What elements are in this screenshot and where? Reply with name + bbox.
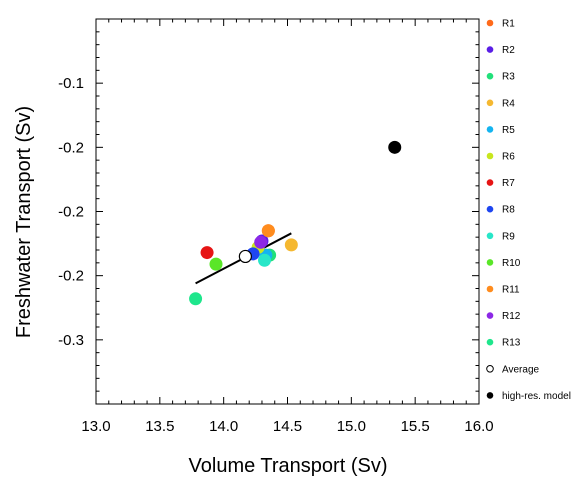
legend-marker-r13	[486, 338, 494, 346]
point-r7	[200, 246, 214, 260]
legend-label-r6: R6	[502, 152, 515, 163]
point-average	[238, 249, 252, 264]
legend-label-r11: R11	[502, 285, 520, 296]
legend-marker-r11	[486, 285, 494, 293]
point-high-res-model	[388, 140, 402, 154]
point-r12	[254, 235, 268, 249]
legend-marker-r12	[486, 312, 494, 319]
legend-marker-r7	[486, 179, 494, 186]
point-r13	[189, 292, 203, 306]
legend-marker-high-res-model	[486, 392, 494, 399]
legend-label-r13: R13	[502, 338, 521, 349]
point-r9	[258, 253, 272, 267]
legend: R1 R2 R3 R4 R5 R6 R7 R8 R9 R10 R11 R12 R13 Average hig…	[486, 19, 571, 402]
legend-marker-r10	[486, 259, 494, 266]
x-tick-label: 14.5	[273, 418, 302, 435]
y-tick-label: -0.2	[58, 139, 84, 156]
legend-label-r12: R12	[502, 311, 521, 322]
legend-marker-r6	[486, 152, 494, 160]
x-tick-label: 13.0	[81, 418, 110, 435]
x-axis-title: Volume Transport (Sv)	[189, 455, 388, 477]
legend-label-average: Average	[502, 364, 540, 375]
legend-label-r7: R7	[502, 178, 515, 189]
y-tick-label: -0.1	[58, 75, 84, 92]
y-tick-label: -0.2	[58, 268, 84, 285]
y-tick-label: -0.2	[58, 204, 84, 221]
chart-marks	[189, 140, 402, 306]
x-tick-label: 13.5	[145, 418, 174, 435]
legend-marker-r2	[486, 46, 494, 53]
legend-marker-r8	[486, 205, 494, 213]
legend-label-r9: R9	[502, 231, 515, 242]
legend-marker-r9	[486, 232, 494, 240]
legend-marker-r5	[486, 126, 494, 133]
axes: 13.0 13.5 14.0 14.5 15.0 15.5 16.0 -0.1 -0.2 -0.3…	[58, 18, 494, 435]
legend-label-r4: R4	[502, 98, 515, 109]
x-tick-label: 15.5	[401, 418, 430, 435]
legend-label-r3: R3	[502, 72, 515, 83]
x-tick-label: 16.0	[464, 418, 493, 435]
legend-label-r8: R8	[502, 205, 515, 216]
legend-marker-average	[486, 365, 494, 373]
legend-marker-r1	[486, 19, 494, 27]
point-r4	[284, 238, 298, 252]
legend-label-r5: R5	[502, 125, 515, 136]
legend-label-r2: R2	[502, 45, 515, 56]
legend-label-high-res-model: high-res. model	[502, 391, 571, 402]
legend-label-r1: R1	[502, 19, 515, 30]
x-tick-label: 14.0	[209, 418, 238, 435]
point-r10	[209, 257, 223, 271]
x-tick-label: 15.0	[337, 418, 366, 435]
legend-marker-r4	[486, 99, 494, 107]
y-axis-title: Freshwater Transport (Sv)	[13, 106, 35, 338]
legend-label-r10: R10	[502, 258, 521, 269]
y-tick-label: -0.3	[58, 332, 84, 349]
legend-marker-r3	[486, 72, 494, 80]
plot-frame	[95, 18, 480, 405]
point-r11	[261, 224, 275, 238]
